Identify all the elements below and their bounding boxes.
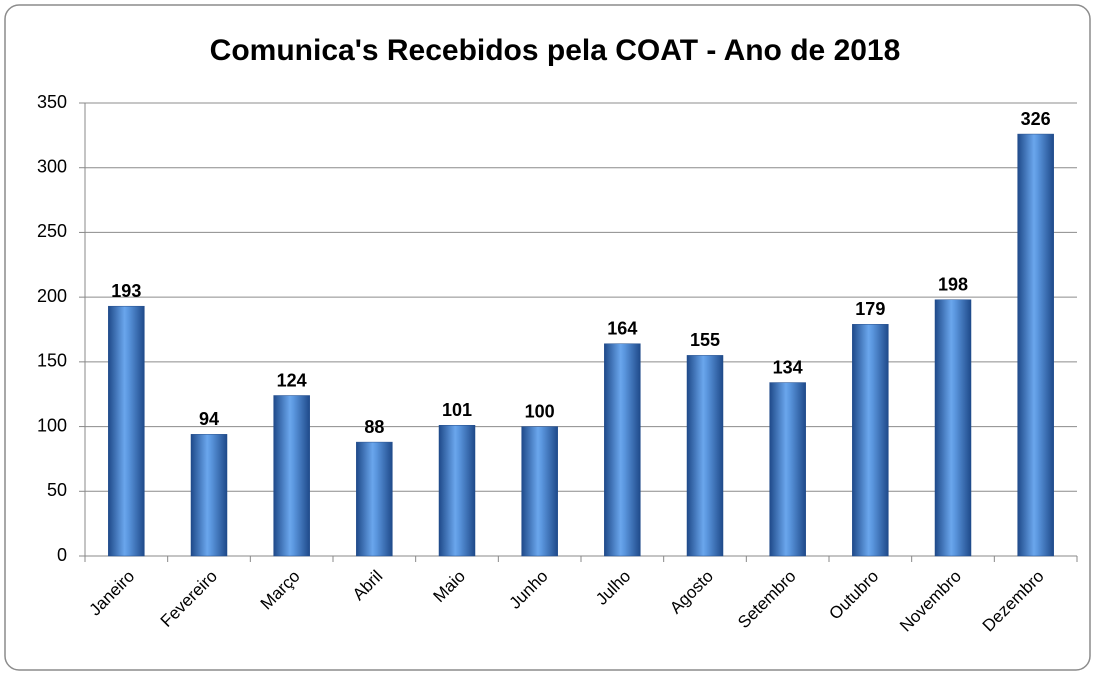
bar bbox=[273, 395, 310, 557]
bar bbox=[852, 324, 889, 557]
value-label: 94 bbox=[199, 409, 219, 429]
y-tick-label: 0 bbox=[57, 545, 67, 565]
bar bbox=[1017, 133, 1054, 557]
value-label: 326 bbox=[1021, 109, 1051, 129]
value-label: 100 bbox=[525, 401, 555, 421]
bar bbox=[190, 434, 228, 557]
value-label: 198 bbox=[938, 274, 968, 294]
y-tick-label: 350 bbox=[37, 92, 67, 112]
value-label: 88 bbox=[364, 417, 384, 437]
y-tick-label: 50 bbox=[47, 480, 67, 500]
bar bbox=[438, 425, 476, 557]
value-label: 101 bbox=[442, 400, 472, 420]
y-tick-label: 250 bbox=[37, 221, 67, 241]
chart-border bbox=[4, 4, 1091, 671]
value-label: 124 bbox=[277, 370, 307, 390]
bar bbox=[686, 355, 724, 557]
value-label: 179 bbox=[855, 299, 885, 319]
value-label: 193 bbox=[111, 281, 141, 301]
bar bbox=[604, 343, 641, 557]
y-tick-label: 300 bbox=[37, 156, 67, 176]
bar bbox=[769, 382, 806, 557]
chart-title: Comunica's Recebidos pela COAT - Ano de … bbox=[210, 34, 901, 67]
value-label: 155 bbox=[690, 330, 720, 350]
y-tick-label: 100 bbox=[37, 415, 67, 435]
y-tick-label: 200 bbox=[37, 286, 67, 306]
bar bbox=[934, 299, 972, 557]
value-label: 134 bbox=[773, 357, 803, 377]
value-label: 164 bbox=[607, 318, 637, 338]
bar bbox=[356, 441, 393, 557]
bar bbox=[521, 426, 558, 557]
bar bbox=[108, 305, 145, 557]
y-tick-label: 150 bbox=[37, 351, 67, 371]
